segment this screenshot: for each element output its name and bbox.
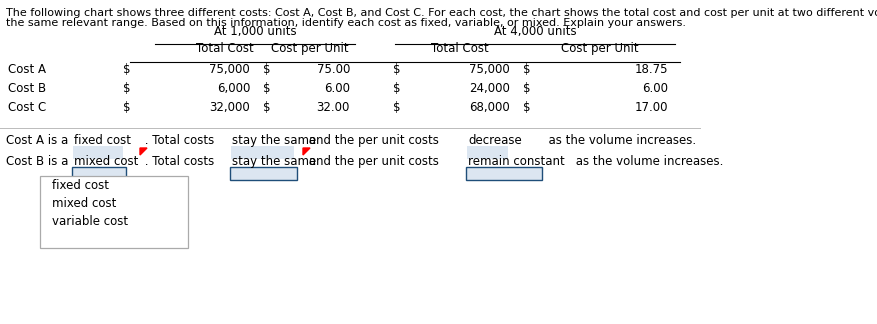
Text: decrease: decrease: [468, 134, 522, 147]
Text: 6.00: 6.00: [642, 82, 668, 95]
FancyBboxPatch shape: [40, 176, 188, 248]
Text: Cost per Unit: Cost per Unit: [561, 42, 638, 55]
Text: $: $: [123, 82, 130, 95]
Polygon shape: [140, 148, 147, 155]
Text: $: $: [262, 101, 270, 114]
Text: Cost B: Cost B: [8, 82, 46, 95]
Text: At 4,000 units: At 4,000 units: [494, 25, 576, 38]
Text: the same relevant range. Based on this information, identify each cost as fixed,: the same relevant range. Based on this i…: [6, 18, 686, 28]
Text: as the volume increases.: as the volume increases.: [541, 134, 696, 147]
Text: Total Cost: Total Cost: [196, 42, 253, 55]
Text: 68,000: 68,000: [469, 101, 510, 114]
Text: stay the same: stay the same: [232, 155, 317, 168]
Bar: [231, 145, 295, 159]
Text: Total Cost: Total Cost: [431, 42, 488, 55]
Text: $: $: [523, 101, 530, 114]
Text: $: $: [123, 63, 130, 76]
Bar: [467, 145, 509, 159]
Text: $: $: [393, 101, 400, 114]
Text: $: $: [262, 63, 270, 76]
Bar: [73, 145, 123, 159]
Text: Cost B is a: Cost B is a: [6, 155, 72, 168]
Text: 24,000: 24,000: [469, 82, 510, 95]
Text: $: $: [123, 101, 130, 114]
Text: 32.00: 32.00: [317, 101, 350, 114]
Text: mixed cost: mixed cost: [74, 155, 139, 168]
Text: $: $: [262, 82, 270, 95]
Text: $: $: [393, 82, 400, 95]
Text: Cost per Unit: Cost per Unit: [271, 42, 349, 55]
Text: stay the same: stay the same: [232, 134, 317, 147]
Text: Cost A: Cost A: [8, 63, 46, 76]
Text: Cost C: Cost C: [8, 101, 46, 114]
Text: 6,000: 6,000: [217, 82, 250, 95]
Text: and the per unit costs: and the per unit costs: [305, 134, 443, 147]
Polygon shape: [303, 148, 310, 155]
Text: . Total costs: . Total costs: [141, 134, 218, 147]
Text: The following chart shows three different costs: Cost A, Cost B, and Cost C. For: The following chart shows three differen…: [6, 8, 877, 18]
Text: $: $: [523, 82, 530, 95]
Text: 75,000: 75,000: [469, 63, 510, 76]
Text: $: $: [393, 63, 400, 76]
Text: $: $: [523, 63, 530, 76]
Text: At 1,000 units: At 1,000 units: [214, 25, 296, 38]
Bar: [230, 167, 297, 180]
Text: fixed cost: fixed cost: [52, 179, 109, 192]
Text: 75.00: 75.00: [317, 63, 350, 76]
Text: 6.00: 6.00: [324, 82, 350, 95]
Bar: [466, 167, 542, 180]
Text: Cost A is a: Cost A is a: [6, 134, 72, 147]
Text: . Total costs: . Total costs: [141, 155, 218, 168]
Text: 17.00: 17.00: [634, 101, 668, 114]
Text: and the per unit costs: and the per unit costs: [305, 155, 443, 168]
Text: variable cost: variable cost: [52, 215, 128, 228]
Text: mixed cost: mixed cost: [52, 197, 117, 210]
Text: 75,000: 75,000: [210, 63, 250, 76]
Text: remain constant: remain constant: [468, 155, 565, 168]
Text: 32,000: 32,000: [210, 101, 250, 114]
Text: as the volume increases.: as the volume increases.: [572, 155, 724, 168]
Text: 18.75: 18.75: [634, 63, 668, 76]
Bar: [72, 167, 126, 180]
Text: fixed cost: fixed cost: [74, 134, 131, 147]
